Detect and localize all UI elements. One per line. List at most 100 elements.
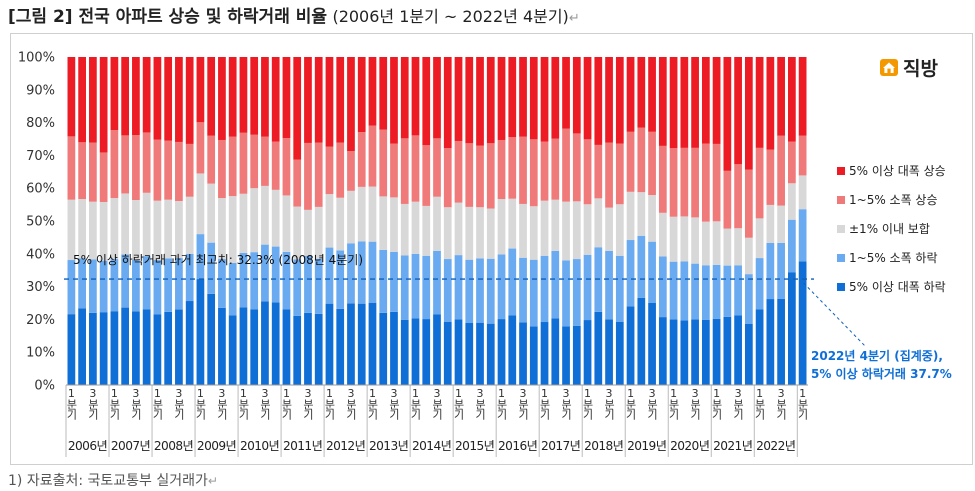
x-tick-label: 3분기 bbox=[86, 387, 99, 420]
bar-segment-2 bbox=[637, 235, 646, 298]
bar-segment-1 bbox=[185, 301, 194, 385]
bar-segment-4 bbox=[422, 145, 431, 206]
bar-segment-1 bbox=[734, 315, 742, 385]
bar-segment-5 bbox=[637, 57, 646, 128]
x-tick-label: 1분기 bbox=[452, 387, 465, 420]
x-tick-label: 1분기 bbox=[65, 387, 78, 420]
bar-segment-4 bbox=[540, 141, 549, 201]
bar-segment-4 bbox=[734, 164, 742, 229]
bar-segment-1 bbox=[357, 303, 366, 385]
legend-swatch bbox=[837, 283, 845, 291]
x-tick-label: 1분기 bbox=[495, 387, 508, 420]
x-year-label: 2007년 bbox=[111, 439, 150, 453]
bar-segment-1 bbox=[605, 319, 613, 385]
bar-segment-5 bbox=[551, 57, 560, 139]
bar-segment-3 bbox=[712, 221, 721, 265]
x-year-label: 2022년 bbox=[756, 439, 795, 453]
y-tick-label: 50% bbox=[26, 215, 55, 230]
bar-segment-3 bbox=[648, 195, 656, 242]
bar-segment-3 bbox=[723, 228, 732, 266]
x-tick-label: 3분기 bbox=[387, 387, 400, 420]
bar-segment-3 bbox=[433, 196, 441, 251]
bar-segment-3 bbox=[497, 199, 506, 255]
bar-segment-4 bbox=[433, 138, 441, 197]
bar-segment-5 bbox=[594, 57, 603, 145]
bar-segment-3 bbox=[153, 200, 162, 261]
x-tick-label: 3분기 bbox=[775, 387, 788, 420]
x-tick-label: 3분기 bbox=[689, 387, 702, 420]
y-tick-label: 30% bbox=[26, 280, 55, 295]
bar-segment-5 bbox=[454, 57, 463, 141]
x-year-label: 2013년 bbox=[369, 439, 408, 453]
bar-segment-5 bbox=[250, 57, 259, 135]
bar-segment-3 bbox=[777, 205, 785, 243]
bar-segment-5 bbox=[777, 57, 785, 136]
bar-segment-5 bbox=[572, 57, 581, 134]
bar-segment-2 bbox=[282, 251, 291, 310]
bar-segment-5 bbox=[562, 57, 570, 129]
bar-segment-3 bbox=[400, 203, 409, 256]
bar-segment-2 bbox=[497, 254, 506, 320]
bar-segment-3 bbox=[218, 198, 226, 260]
bar-segment-2 bbox=[175, 258, 183, 310]
bar-segment-2 bbox=[734, 265, 742, 316]
bar-segment-1 bbox=[562, 326, 570, 385]
bar-segment-5 bbox=[110, 57, 119, 131]
callout-text-2: 5% 이상 하락거래 37.7% bbox=[811, 366, 952, 381]
bar-segment-2 bbox=[239, 252, 248, 308]
bar-segment-1 bbox=[89, 312, 97, 385]
bar-segment-4 bbox=[121, 135, 130, 194]
bar-segment-5 bbox=[185, 57, 194, 144]
bar-segment-2 bbox=[626, 240, 635, 307]
bar-segment-5 bbox=[347, 57, 355, 152]
bar-segment-5 bbox=[658, 57, 667, 146]
bar-segment-2 bbox=[433, 250, 441, 315]
bar-segment-5 bbox=[379, 57, 388, 130]
bar-segment-5 bbox=[476, 57, 484, 146]
x-tick-label: 1분기 bbox=[323, 387, 336, 420]
legend-label: ±1% 이내 보합 bbox=[849, 222, 930, 236]
bar-segment-1 bbox=[411, 318, 420, 385]
bar-segment-3 bbox=[755, 218, 764, 259]
bar-segment-3 bbox=[314, 206, 323, 259]
bar-segment-4 bbox=[594, 144, 603, 199]
bar-segment-2 bbox=[701, 265, 710, 320]
y-tick-label: 80% bbox=[26, 116, 55, 131]
bar-segment-5 bbox=[336, 57, 345, 143]
bar-segment-3 bbox=[261, 185, 269, 245]
bar-segment-4 bbox=[648, 131, 656, 196]
bar-segment-4 bbox=[798, 135, 807, 176]
x-year-label: 2006년 bbox=[68, 439, 107, 453]
bar-segment-5 bbox=[519, 57, 527, 137]
bar-segment-5 bbox=[153, 57, 162, 140]
bar-segment-2 bbox=[486, 258, 495, 324]
bar-segment-5 bbox=[443, 57, 452, 149]
bar-segment-1 bbox=[110, 311, 119, 385]
bar-segment-4 bbox=[142, 132, 151, 193]
bar-segment-1 bbox=[551, 318, 560, 385]
bar-segment-4 bbox=[551, 138, 560, 200]
bar-segment-3 bbox=[121, 193, 130, 255]
callout-text-1: 2022년 4분기 (집계중), bbox=[811, 348, 943, 363]
x-tick-label: 1분기 bbox=[108, 387, 121, 420]
bar-segment-2 bbox=[261, 244, 269, 302]
bar-segment-1 bbox=[78, 308, 86, 385]
bar-segment-1 bbox=[497, 319, 506, 385]
bar-segment-4 bbox=[357, 132, 366, 187]
house-icon bbox=[880, 59, 898, 76]
bar-segment-2 bbox=[658, 256, 667, 318]
bar-segment-1 bbox=[669, 319, 678, 385]
legend-label: 1~5% 소폭 상승 bbox=[849, 193, 938, 207]
bar-segment-3 bbox=[175, 200, 183, 259]
legend-swatch bbox=[837, 225, 845, 233]
bar-segment-4 bbox=[529, 139, 538, 207]
bar-segment-4 bbox=[723, 170, 732, 229]
bar-segment-5 bbox=[615, 57, 624, 144]
bar-segment-4 bbox=[465, 143, 474, 207]
bar-segment-5 bbox=[218, 57, 226, 140]
x-tick-label: 3분기 bbox=[603, 387, 616, 420]
bar-segment-4 bbox=[615, 143, 624, 205]
bar-segment-2 bbox=[314, 258, 323, 314]
bar-segment-5 bbox=[142, 57, 151, 133]
logo-text: 직방 bbox=[903, 57, 938, 80]
